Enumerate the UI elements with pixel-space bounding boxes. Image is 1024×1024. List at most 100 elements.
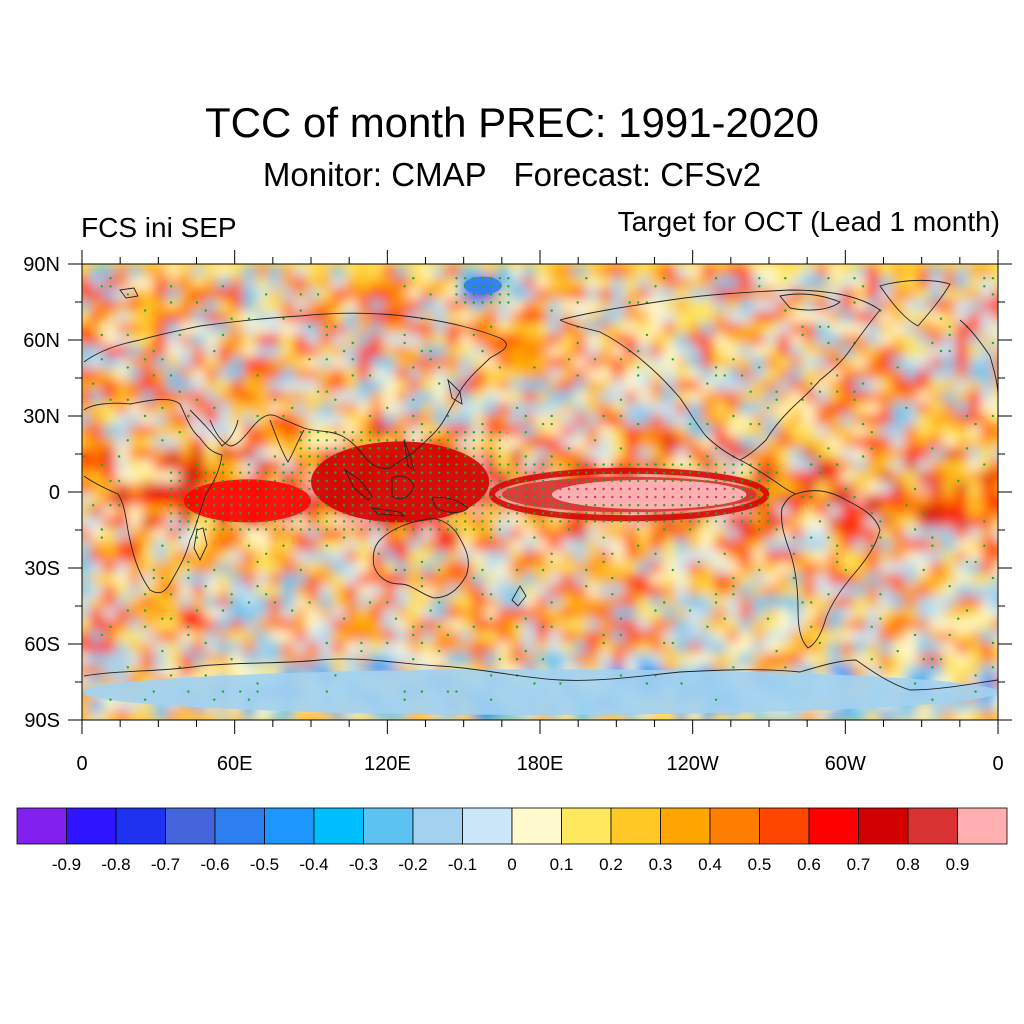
field-cell	[866, 516, 880, 528]
field-cell	[141, 345, 155, 357]
field-cell	[179, 550, 193, 562]
field-cell	[382, 425, 396, 437]
field-cell	[179, 573, 193, 585]
field-cell	[281, 368, 295, 380]
field-cell	[510, 345, 524, 357]
field-cell	[90, 265, 104, 277]
significance-dot	[524, 504, 527, 507]
significance-dot	[723, 520, 726, 523]
significance-dot	[178, 390, 181, 393]
significance-dot	[714, 512, 718, 515]
significance-dot	[429, 609, 432, 612]
field-cell	[192, 516, 205, 528]
field-cell	[853, 334, 867, 346]
field-cell	[306, 288, 320, 300]
field-cell	[281, 562, 295, 574]
field-cell	[739, 368, 753, 380]
significance-dot	[377, 552, 380, 555]
field-cell	[828, 311, 842, 323]
significance-dot	[827, 536, 830, 539]
field-cell	[82, 710, 91, 720]
field-cell	[777, 300, 791, 311]
field-cell	[929, 653, 943, 665]
field-cell	[637, 619, 651, 631]
field-cell	[484, 562, 498, 574]
field-cell	[192, 391, 205, 403]
field-cell	[357, 528, 371, 539]
field-cell	[586, 379, 600, 391]
field-cell	[115, 471, 129, 482]
field-cell	[115, 277, 129, 289]
field-cell	[662, 596, 676, 608]
significance-dot	[576, 341, 579, 345]
y-tick-label: 90S	[24, 710, 60, 732]
field-cell	[662, 619, 676, 631]
field-cell	[560, 379, 574, 391]
field-cell	[599, 300, 613, 311]
field-cell	[891, 619, 905, 631]
field-cell	[510, 265, 524, 277]
coastline-svalbard	[119, 287, 139, 299]
significance-dot	[853, 277, 856, 280]
field-cell	[344, 619, 358, 631]
significance-dot	[533, 479, 536, 483]
field-cell	[344, 642, 358, 653]
field-cell	[993, 528, 998, 539]
significance-dot	[446, 439, 450, 442]
field-cell	[497, 550, 511, 562]
significance-dot	[706, 382, 709, 385]
significance-dot	[472, 471, 475, 474]
field-cell	[82, 562, 91, 574]
significance-dot	[377, 528, 380, 531]
field-cell	[980, 528, 994, 539]
significance-dot	[870, 544, 873, 547]
field-cell	[128, 277, 142, 289]
field-cell	[331, 334, 345, 346]
significance-dot	[974, 560, 977, 564]
significance-dot	[446, 633, 450, 637]
field-cell	[90, 505, 104, 517]
field-cell	[179, 505, 193, 517]
significance-dot	[420, 495, 424, 499]
field-cell	[433, 311, 447, 323]
significance-dot	[749, 390, 752, 393]
significance-dot	[221, 495, 225, 499]
field-cell	[751, 585, 765, 596]
field-cell	[586, 311, 600, 323]
field-cell	[281, 619, 295, 631]
significance-dot	[576, 301, 579, 304]
significance-dot	[117, 479, 121, 483]
field-cell	[535, 300, 549, 311]
field-cell	[522, 516, 536, 528]
significance-dot	[585, 487, 588, 491]
field-cell	[204, 596, 218, 608]
field-cell	[751, 664, 765, 676]
field-cell	[281, 653, 295, 665]
field-cell	[599, 357, 613, 368]
field-cell	[192, 642, 205, 653]
colorbar-label: 0.3	[649, 855, 673, 874]
field-cell	[853, 425, 867, 437]
coastline-south-america	[781, 490, 881, 649]
field-cell	[548, 505, 562, 517]
field-cell	[637, 402, 651, 414]
significance-dot	[714, 593, 718, 596]
field-cell	[560, 710, 574, 720]
field-cell	[802, 562, 816, 574]
significance-dot	[316, 390, 320, 393]
significance-dot	[654, 495, 657, 499]
field-cell	[484, 322, 498, 334]
field-cell	[942, 379, 956, 391]
correlation-field	[82, 264, 998, 720]
significance-dot	[602, 552, 605, 555]
significance-dot	[377, 487, 380, 491]
field-cell	[548, 573, 562, 585]
field-cell	[192, 425, 205, 437]
field-cell	[433, 277, 447, 289]
colorbar-label: -0.1	[448, 855, 477, 874]
field-cell	[141, 699, 155, 710]
field-cell	[688, 505, 702, 517]
field-cell	[980, 425, 994, 437]
field-cell	[382, 379, 396, 391]
field-cell	[891, 357, 905, 368]
